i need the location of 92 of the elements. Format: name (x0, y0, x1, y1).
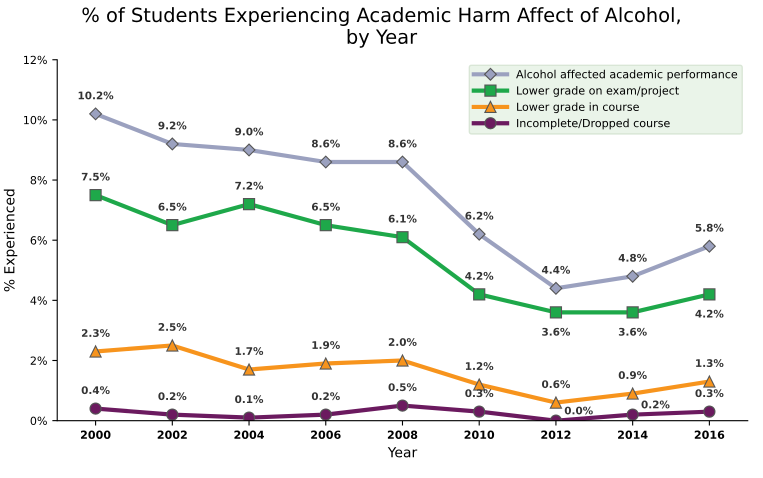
data-label: 0.1% (235, 395, 264, 404)
x-tick-label: 2006 (311, 430, 341, 439)
point (703, 406, 716, 418)
data-label: 0.2% (641, 400, 670, 408)
y-tick-label: 6% (30, 236, 47, 245)
point (550, 306, 562, 318)
point (549, 282, 562, 295)
point (626, 408, 639, 421)
data-label: 3.6% (618, 328, 647, 336)
point (550, 396, 562, 409)
data-label: 0.6% (542, 380, 570, 388)
y-tick-label: 8% (30, 176, 47, 184)
point (166, 339, 178, 352)
point (320, 219, 332, 232)
point (320, 357, 332, 370)
point (320, 408, 332, 421)
point (472, 228, 486, 241)
x-tick-label: 2002 (158, 430, 187, 439)
x-tick-label: 2000 (81, 430, 111, 439)
legend-label: Lower grade in course (517, 102, 639, 114)
legend-label: Lower grade on exam/project (517, 86, 679, 97)
data-label: 8.6% (312, 140, 340, 148)
point (319, 156, 332, 168)
data-label: 6.5% (158, 202, 186, 211)
point (166, 138, 179, 150)
point (89, 402, 102, 415)
data-label: 0.0% (564, 406, 593, 414)
y-tick-label: 10% (24, 116, 47, 124)
data-label: 0.2% (312, 392, 340, 400)
x-axis-title: Year (388, 447, 418, 458)
point (703, 288, 716, 300)
data-label: 7.5% (82, 172, 110, 181)
point (396, 354, 409, 367)
legend-label: Alcohol affected academic performance (516, 70, 738, 81)
data-label: 10.2% (78, 91, 114, 100)
data-label: 1.9% (312, 341, 340, 349)
point (703, 375, 716, 388)
x-tick-label: 2010 (464, 430, 494, 439)
data-label: 5.8% (696, 224, 724, 232)
data-label: 2.0% (388, 338, 417, 346)
x-tick-label: 2014 (618, 430, 648, 439)
data-label: 1.2% (466, 362, 494, 370)
point (626, 387, 639, 400)
x-tick-label: 2016 (694, 430, 724, 439)
y-axis-title: % Experienced (4, 190, 18, 292)
point (626, 270, 640, 283)
point (242, 198, 256, 210)
data-label: 1.7% (236, 347, 264, 355)
point (473, 288, 486, 300)
point (166, 408, 178, 421)
point (242, 363, 256, 376)
point (396, 156, 409, 168)
point (89, 107, 102, 120)
data-label: 3.6% (542, 328, 570, 336)
data-label: 6.5% (312, 202, 340, 211)
x-tick-label: 2008 (388, 430, 418, 439)
point (626, 306, 639, 318)
data-label: 2.3% (82, 329, 110, 337)
data-label: 6.2% (465, 212, 494, 220)
y-tick-label: 2% (30, 356, 47, 365)
y-tick-label: 4% (30, 296, 47, 305)
point (242, 144, 256, 156)
legend-label: Incomplete/Dropped course (517, 118, 670, 130)
y-tick-label: 0% (30, 416, 47, 426)
data-label: 2.5% (158, 323, 186, 331)
chart-title: % of Students Experiencing Academic Harm Affect of Alcohol, by Year (82, 7, 680, 48)
data-label: 0.2% (158, 392, 186, 400)
point (89, 188, 102, 202)
data-label: 0.3% (465, 389, 494, 398)
x-tick-label: 2004 (234, 430, 264, 439)
point (473, 406, 486, 418)
x-tick-label: 2012 (541, 430, 570, 439)
y-tick-label: 12% (24, 56, 47, 64)
data-label: 0.5% (388, 383, 417, 392)
data-label: 0.4% (82, 386, 110, 394)
point (166, 219, 178, 232)
data-label: 9.0% (235, 128, 264, 136)
point (89, 345, 102, 358)
data-label: 4.4% (542, 266, 570, 274)
data-label: 0.9% (618, 371, 647, 380)
data-label: 0.3% (695, 389, 724, 398)
data-label: 4.8% (618, 254, 647, 262)
point (396, 231, 409, 244)
point (702, 240, 716, 253)
data-label: 6.1% (388, 214, 417, 223)
data-label: 9.2% (158, 122, 186, 130)
point (396, 399, 409, 412)
data-label: 4.2% (695, 310, 724, 318)
data-label: 8.6% (388, 140, 417, 148)
data-label: 4.2% (465, 272, 494, 280)
data-label: 1.3% (696, 359, 724, 368)
data-label: 7.2% (235, 182, 264, 190)
